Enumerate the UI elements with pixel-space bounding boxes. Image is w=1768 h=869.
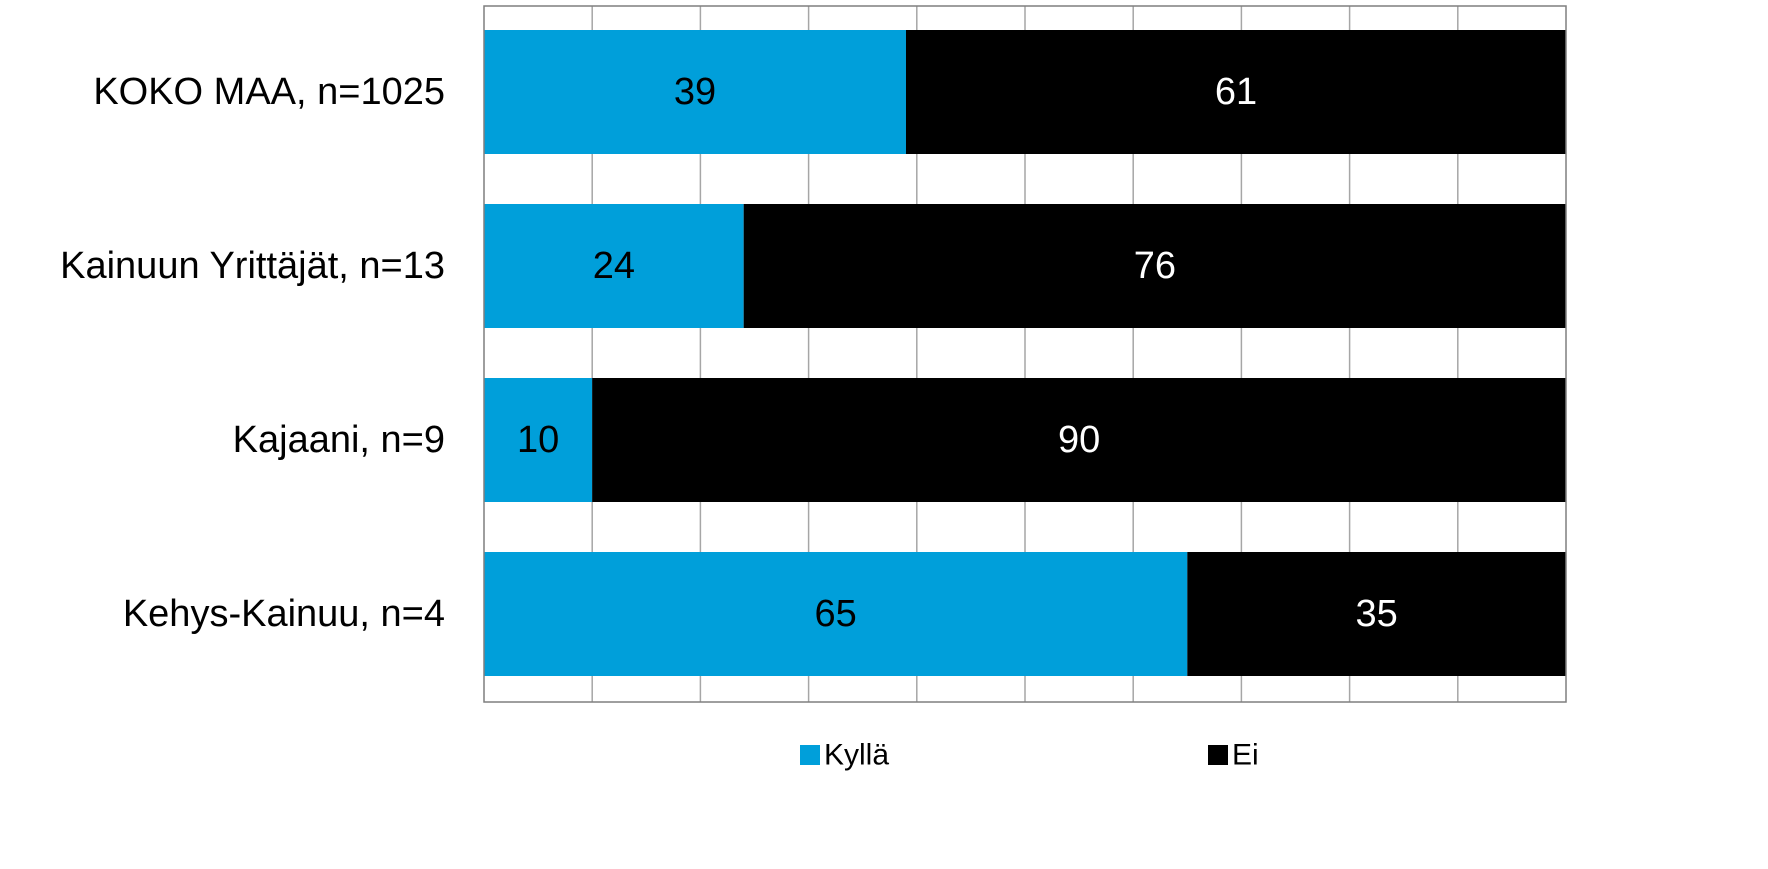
data-label: 76 bbox=[1134, 245, 1176, 287]
category-label: KOKO MAA, n=1025 bbox=[93, 71, 445, 113]
data-label: 24 bbox=[593, 245, 635, 287]
category-label: Kajaani, n=9 bbox=[233, 419, 445, 461]
chart-legend: Kyllä Ei bbox=[800, 739, 1259, 772]
legend-label: Kyllä bbox=[824, 739, 889, 772]
legend-swatch bbox=[1208, 745, 1228, 765]
data-label: 90 bbox=[1058, 419, 1100, 461]
chart-bars bbox=[484, 30, 1566, 676]
chart-category-labels: KOKO MAA, n=1025 Kainuun Yrittäjät, n=13 K… bbox=[60, 71, 445, 635]
bar-segment-kylla bbox=[484, 30, 906, 154]
bar-segment-ei bbox=[592, 378, 1566, 502]
bar-segment-ei bbox=[743, 204, 1566, 328]
data-label: 10 bbox=[517, 419, 559, 461]
bar-segment-kylla bbox=[484, 378, 593, 502]
data-label: 35 bbox=[1356, 593, 1398, 635]
legend-label: Ei bbox=[1232, 739, 1259, 772]
data-label: 65 bbox=[815, 593, 857, 635]
chart-data-labels: 39 61 24 76 10 90 65 35 bbox=[517, 71, 1398, 635]
bar-segment-ei bbox=[1187, 552, 1566, 676]
plot-area-frame bbox=[483, 5, 1567, 703]
category-label: Kainuun Yrittäjät, n=13 bbox=[60, 245, 445, 287]
category-label: Kehys-Kainuu, n=4 bbox=[123, 593, 445, 635]
legend-swatch bbox=[800, 745, 820, 765]
bar-segment-kylla bbox=[484, 204, 744, 328]
bar-segment-ei bbox=[905, 30, 1566, 154]
bar-segment-kylla bbox=[484, 552, 1188, 676]
data-label: 61 bbox=[1215, 71, 1257, 113]
data-label: 39 bbox=[674, 71, 716, 113]
